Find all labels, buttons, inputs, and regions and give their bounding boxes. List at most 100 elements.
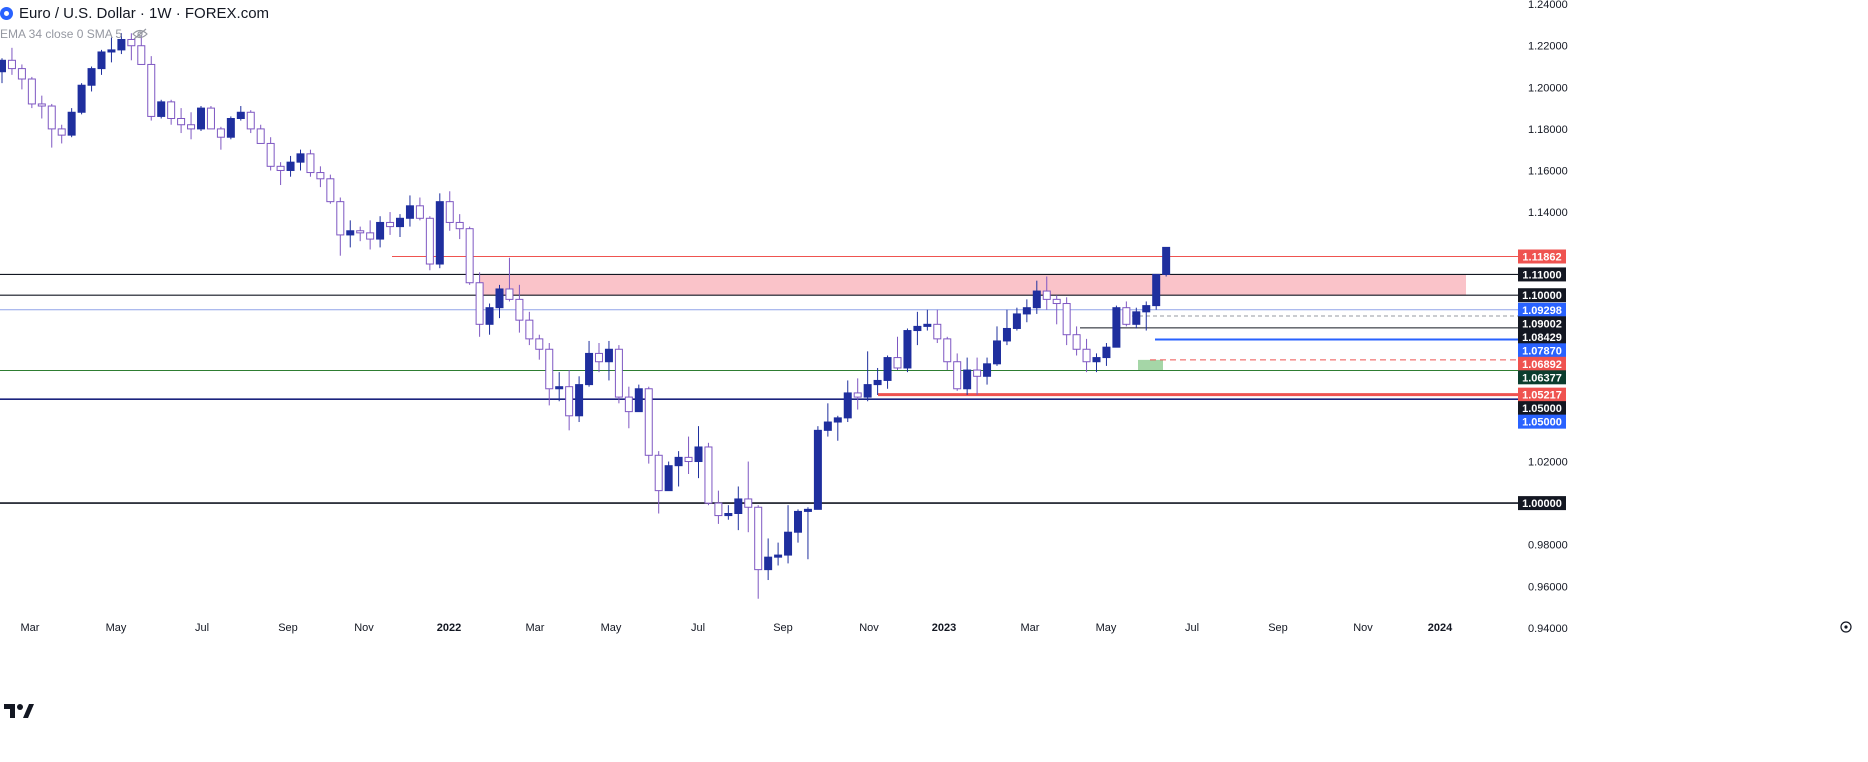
candle-body (386, 221, 395, 228)
candle-body (714, 502, 723, 517)
price-badge-label: 1.05217 (1522, 390, 1562, 402)
candle-body (97, 51, 106, 70)
candle-bear (455, 214, 464, 240)
candle-bear (704, 442, 713, 506)
price-badge: 1.11000 (1518, 267, 1566, 282)
candle-bull (1092, 353, 1101, 373)
price-badge: 1.09002 (1518, 316, 1566, 331)
candle-body (525, 319, 534, 340)
chart-header: Euro / U.S. Dollar · 1W · FOREX.com (0, 2, 269, 24)
price-badge-bg (1518, 356, 1566, 371)
candle-body (923, 323, 932, 327)
candle-bull (863, 351, 872, 402)
time-tick-label: Nov (859, 622, 879, 634)
price-badge-bg (1518, 496, 1566, 511)
candle-body (266, 142, 275, 167)
price-badge-label: 1.10000 (1522, 290, 1562, 302)
candle-bear (614, 345, 623, 404)
candle-bear (326, 174, 335, 204)
candle-body (754, 506, 763, 571)
candle-body (246, 111, 255, 130)
time-tick-label: Nov (354, 622, 374, 634)
candle-bull (107, 37, 116, 63)
price-badge: 1.06377 (1518, 370, 1566, 385)
price-badge-bg (1518, 316, 1566, 331)
candle-body (575, 384, 584, 417)
indicator-label[interactable]: EMA 34 close 0 SMA 5 (0, 27, 123, 41)
candle-body (356, 230, 365, 234)
candle-body (1032, 290, 1041, 309)
candle-body (913, 325, 922, 332)
candle-body (1132, 311, 1141, 325)
candle-body (774, 554, 783, 558)
candle-bull (873, 367, 882, 395)
candle-body (137, 45, 146, 65)
time-axis[interactable]: Mar May Jul Sep Nov 2022 Mar May Jul Sep Nov 2023 Ma… (21, 621, 1852, 634)
price-axis[interactable]: 1.24000 1.22000 1.20000 1.18000 1.16000 1.140… (1528, 0, 1568, 635)
resistance-zone (480, 274, 1466, 296)
candle-bear (425, 216, 434, 271)
candle-bear (525, 311, 534, 346)
candle-bear (1122, 301, 1131, 327)
candle-body (1092, 357, 1101, 363)
candle-body (664, 465, 673, 492)
candle-body (933, 323, 942, 340)
candle-body (107, 49, 116, 53)
candle-bull (923, 309, 932, 331)
candle-bear (1042, 276, 1051, 310)
candle-bear (565, 370, 574, 431)
tradingview-logo-icon[interactable] (4, 702, 34, 725)
candle-body (963, 369, 972, 390)
candle-body (306, 153, 315, 174)
candle-body (366, 232, 375, 240)
candle-body (376, 221, 385, 240)
candle-bear (187, 112, 196, 140)
candle-bull (1132, 307, 1141, 329)
candle-body (216, 128, 225, 138)
time-tick-label: Jul (691, 622, 705, 634)
gear-icon (1840, 621, 1852, 633)
candle-bear (57, 124, 66, 144)
candle-body (1012, 313, 1021, 329)
candle-bull (664, 461, 673, 492)
candle-body (177, 118, 186, 126)
time-tick-label: Sep (1268, 622, 1288, 634)
zones-layer (480, 274, 1466, 371)
indicator-legend[interactable]: EMA 34 close 0 SMA 5 (0, 27, 148, 41)
price-badge: 1.08429 (1518, 329, 1566, 344)
price-badge-label: 1.11862 (1522, 252, 1561, 264)
price-badge-bg (1518, 288, 1566, 303)
candle-body (1052, 298, 1061, 305)
candle-body (147, 63, 156, 117)
candle-bull (286, 155, 295, 177)
candle-bull (226, 116, 235, 140)
candle-bull (903, 328, 912, 373)
candle-body (893, 357, 902, 369)
candle-bear (684, 436, 693, 474)
price-badge-bg (1518, 387, 1566, 402)
candle-body (465, 228, 474, 284)
price-badge-bg (1518, 267, 1566, 282)
candle-bull (97, 49, 106, 75)
candle-body (614, 348, 623, 398)
candle-bull (724, 505, 733, 520)
candle-bear (973, 357, 982, 395)
time-tick-label: Mar (1021, 622, 1040, 634)
candle-body (1142, 305, 1151, 313)
candle-bear (505, 257, 514, 302)
symbol-title[interactable]: Euro / U.S. Dollar · 1W · FOREX.com (19, 4, 270, 22)
eye-off-icon[interactable] (132, 28, 148, 40)
candle-body (27, 78, 36, 105)
candle-body (0, 59, 6, 73)
candle-body (475, 282, 484, 325)
candle-bull (813, 426, 822, 510)
candle-body (903, 330, 912, 369)
price-badge-bg (1518, 370, 1566, 385)
candle-bull (117, 33, 126, 55)
candle-bear (356, 226, 365, 242)
candle-body (455, 221, 464, 230)
time-tick-label: 2024 (1428, 622, 1453, 634)
time-tick-label: Mar (526, 622, 545, 634)
